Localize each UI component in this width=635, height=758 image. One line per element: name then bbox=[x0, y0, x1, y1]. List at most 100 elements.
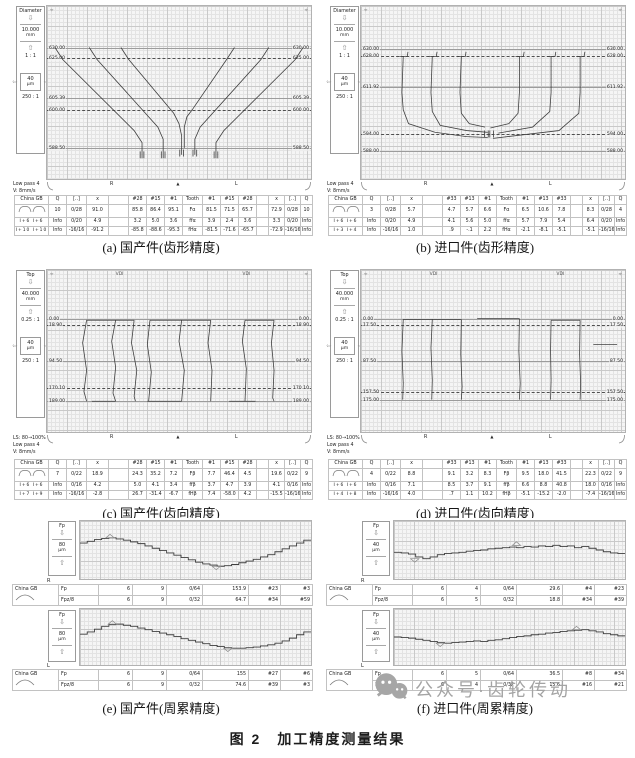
left-flank-label: L bbox=[234, 181, 238, 187]
parameter-label-cell: Fpz/8 bbox=[372, 594, 413, 606]
table-cell: Fα bbox=[182, 204, 203, 218]
table-cell: 9 bbox=[132, 584, 167, 596]
table-cell: 2.4 bbox=[220, 217, 239, 227]
table-cell: 10 bbox=[48, 204, 67, 218]
table-cell: 5.7 bbox=[516, 217, 535, 227]
pitch-sidebar: Fp ⇩ 80 μm ⇧ bbox=[48, 610, 76, 662]
range-value: 10.000 bbox=[21, 27, 40, 33]
table-cell: 9 bbox=[300, 468, 313, 482]
pitch-step-plot bbox=[80, 609, 311, 665]
table-cell: 74.6 bbox=[202, 679, 249, 691]
caption-b: (b) 进口件(齿形精度) bbox=[415, 240, 535, 255]
table-cell: fHα bbox=[182, 226, 203, 236]
measurement-chart: ⌖ ⌖ 630.00 630.00 625.00 625.00 605.39 605.39 60… bbox=[46, 5, 312, 180]
note-line: V: 8mm/s bbox=[327, 189, 350, 194]
axis-label: 94.50 bbox=[48, 358, 64, 364]
table-cell: #6 bbox=[280, 669, 313, 681]
axis-label: 594.00 bbox=[362, 132, 381, 138]
left-flank-label: L bbox=[234, 434, 238, 440]
table-cell: 5 bbox=[446, 594, 481, 606]
table-cell: 0/16 bbox=[380, 481, 401, 491]
watermark: 公众号·齿轮传动 bbox=[374, 672, 571, 706]
analysis-notes: Low pass 4 V: 8mm/s bbox=[13, 181, 40, 195]
table-header-cell: #1 bbox=[202, 459, 221, 469]
table-cell: 2.2 bbox=[478, 226, 497, 236]
table-cell: 3.6 bbox=[238, 217, 257, 227]
table-header-cell: [..] bbox=[598, 195, 615, 205]
table-cell: 0/22 bbox=[66, 468, 87, 482]
table-cell: 3.9 bbox=[202, 217, 221, 227]
table-cell: 5.0 bbox=[128, 481, 147, 491]
axis-line: 588.00 588.00 bbox=[361, 149, 625, 155]
table-cell: -58.0 bbox=[220, 490, 239, 500]
axis-label: 605.39 bbox=[291, 95, 310, 101]
table-cell: #3 bbox=[280, 679, 313, 691]
table-cell: 0/28 bbox=[598, 204, 615, 218]
analysis-notes: LS: 80→100% Low pass 4 V: 8mm/s bbox=[13, 435, 46, 456]
table-header-cell bbox=[108, 195, 129, 205]
table-corner-cell: China GB bbox=[328, 195, 363, 205]
caption-d: (d) 进口件(齿向精度) bbox=[415, 506, 535, 521]
registration-mark-icon: ⌖ bbox=[618, 7, 622, 14]
table-header-cell: #33 bbox=[442, 195, 461, 205]
table-cell bbox=[570, 468, 583, 482]
axis-label: 18.90 bbox=[48, 323, 64, 329]
axis-label: 0.00 bbox=[362, 316, 375, 322]
table-row: 4 0/22 8.8 9.1 3.2 8.3 Fβ 9.5 18.0 41.5 22.3 0/22 9 bbox=[328, 468, 627, 482]
tolerance-class-cell: I+7 I+9 bbox=[14, 490, 49, 500]
divider bbox=[19, 305, 42, 306]
table-header-cell: #33 bbox=[442, 459, 461, 469]
table-cell: Info bbox=[362, 490, 381, 500]
table-cell: Info bbox=[300, 217, 313, 227]
table-cell: -16/16 bbox=[284, 490, 301, 500]
axis-label: 157.50 bbox=[362, 389, 381, 395]
table-header-cell: #1 bbox=[478, 195, 497, 205]
panel-body: Fp ⇩ 40 μm ⇧ R China GB Fp 6 4 0/64 29.6 #4 #23 Fpz/8 6… bbox=[322, 518, 628, 694]
caption-f: (f) 进口件(周累精度) bbox=[417, 701, 533, 716]
table-cell: 0/20 bbox=[380, 217, 401, 227]
table-header-cell: #1 bbox=[202, 195, 221, 205]
table-cell: Info bbox=[300, 490, 313, 500]
table-header-cell: #15 bbox=[146, 195, 165, 205]
table-header-cell: [..] bbox=[284, 195, 301, 205]
figure-caption: 图 2 加工精度测量结果 bbox=[229, 731, 406, 747]
registration-mark-icon: ⌖ bbox=[364, 7, 368, 14]
table-header-cell: x bbox=[582, 459, 599, 469]
table-cell: 0/20 bbox=[66, 217, 87, 227]
corner-text: China GB bbox=[15, 587, 38, 592]
measurement-chart: ⌖ ⌖ VDI VDI 0.00 0.00 17.50 17.50 87.50 87.50 157.… bbox=[360, 269, 626, 433]
table-cell: -16/16 bbox=[598, 226, 615, 236]
caption-e: (e) 国产件(周累精度) bbox=[102, 701, 220, 716]
table-cell: 6 bbox=[412, 594, 447, 606]
table-corner-cell: China GB bbox=[326, 669, 373, 691]
axis-line: 605.39 605.39 bbox=[47, 95, 311, 101]
table-cell: 0/16 bbox=[284, 481, 301, 491]
table-header-cell: x bbox=[86, 459, 109, 469]
pitch-chart bbox=[79, 608, 312, 666]
table-cell: 26.7 bbox=[128, 490, 147, 500]
table-header-cell: Tooth bbox=[496, 459, 517, 469]
table-corner-cell: China GB bbox=[326, 584, 373, 606]
table-cell bbox=[422, 204, 443, 218]
scale-ratio-2: 250 : 1 bbox=[336, 359, 353, 364]
arrow-down-icon: ⇩ bbox=[373, 529, 379, 537]
axis-label: 630.00 bbox=[362, 47, 381, 53]
axis-label: 611.92 bbox=[362, 85, 381, 91]
table-header-cell: #28 bbox=[128, 195, 147, 205]
tolerance-class-cell: I+3 I+4 bbox=[328, 226, 363, 236]
table-cell: 9 bbox=[614, 468, 627, 482]
table-cell: 4.2 bbox=[238, 490, 257, 500]
table-cell: 6.6 bbox=[516, 481, 535, 491]
measurement-chart: ⌖ ⌖ VDI VDI 0.00 0.00 18.90 18.90 94.50 94.50 170.… bbox=[46, 269, 312, 433]
table-header-cell: Q bbox=[300, 459, 313, 469]
table-header-cell: #15 bbox=[220, 195, 239, 205]
table-cell bbox=[256, 226, 269, 236]
table-cell: .9 bbox=[442, 226, 461, 236]
table-cell: 0/32 bbox=[166, 594, 203, 606]
table-cell: -15.2 bbox=[534, 490, 553, 500]
table-header-cell: Q bbox=[362, 195, 381, 205]
note-line: Low pass 4 bbox=[13, 182, 40, 187]
table-header-cell: x bbox=[268, 195, 285, 205]
